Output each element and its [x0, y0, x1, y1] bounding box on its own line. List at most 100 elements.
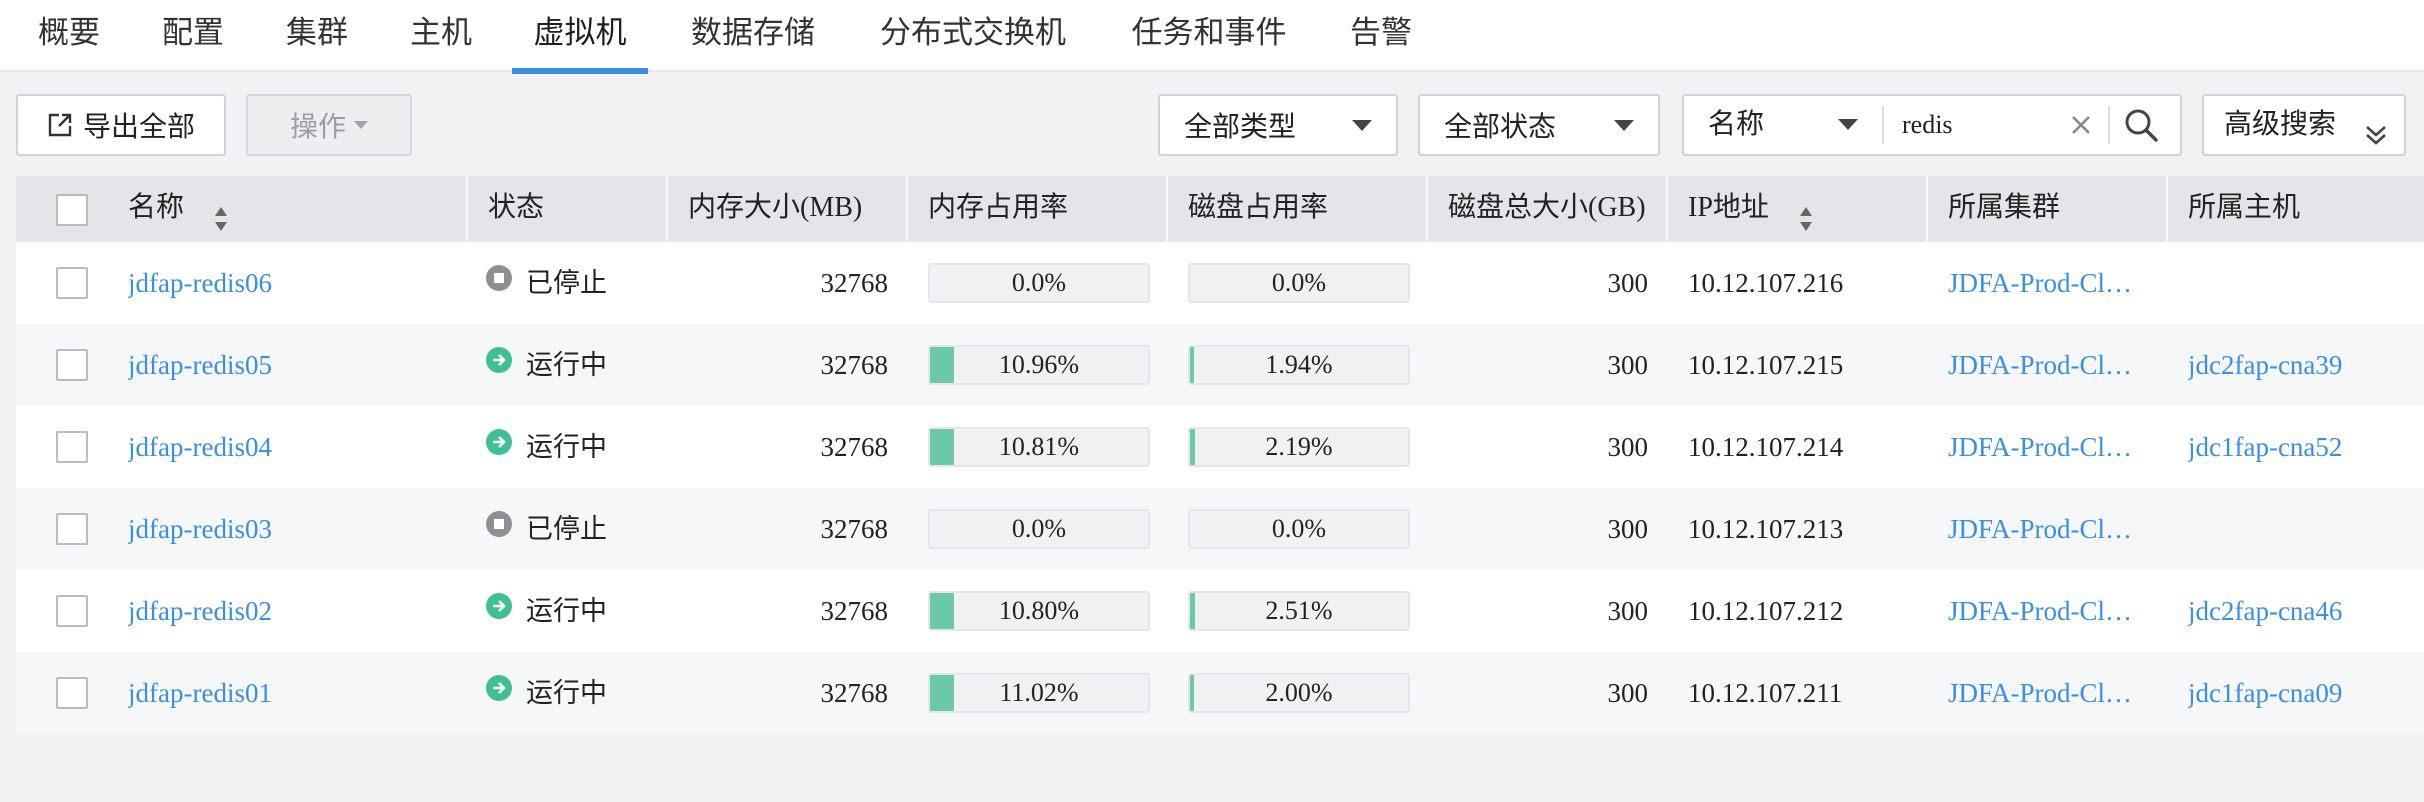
disk-usage-bar: 1.94%: [1188, 345, 1410, 385]
search-field-value: 名称: [1708, 109, 1765, 140]
row-checkbox[interactable]: [56, 431, 88, 463]
select-all-checkbox[interactable]: [56, 194, 88, 226]
vm-name-link[interactable]: jdfap-redis03: [128, 514, 272, 544]
table-row[interactable]: jdfap-redis02 运行中 32768 10.80% 2.51% 300 10.12…: [16, 570, 2424, 652]
vm-disk-total: 300: [1607, 514, 1649, 544]
search-field-select[interactable]: 名称: [1684, 96, 1884, 154]
search-input[interactable]: [1902, 104, 2082, 146]
vm-cluster-link[interactable]: JDFA-Prod-Cl…: [1948, 350, 2133, 380]
tab-overview[interactable]: 概要: [38, 15, 100, 50]
disk-usage-bar-fill: [1190, 347, 1195, 383]
vm-host-link[interactable]: jdc1fap-cna09: [2188, 678, 2343, 708]
vm-name-link[interactable]: jdfap-redis04: [128, 432, 272, 462]
vm-host-link[interactable]: [2188, 242, 2418, 324]
tab-datastores[interactable]: 数据存储: [691, 15, 815, 50]
tab-hosts[interactable]: 主机: [410, 15, 472, 50]
vm-memory: 32768: [820, 432, 889, 462]
close-icon[interactable]: [2066, 110, 2096, 140]
memory-usage-bar-fill: [930, 347, 954, 383]
tab-bar: 概要 配置 集群 主机 虚拟机 数据存储 分布式交换机 任务和事件 告警: [0, 0, 2424, 74]
chevron-down-icon: [1352, 120, 1372, 131]
tab-tasks-events[interactable]: 任务和事件: [1131, 15, 1287, 50]
column-header-name[interactable]: 名称: [108, 176, 482, 242]
vm-cluster-link[interactable]: JDFA-Prod-Cl…: [1948, 678, 2133, 708]
table-row[interactable]: jdfap-redis03 已停止 32768 0.0% 0.0% 300 10.12.10…: [16, 488, 2424, 570]
column-header-mem-usage: 内存占用率: [906, 176, 1166, 242]
vm-memory: 32768: [820, 596, 889, 626]
vm-ip: 10.12.107.214: [1688, 432, 1844, 462]
table-row[interactable]: jdfap-redis05 运行中 32768 10.96% 1.94% 300 10.12…: [16, 324, 2424, 406]
vm-disk-total: 300: [1607, 350, 1649, 380]
memory-usage-bar: 10.81%: [928, 427, 1150, 467]
tab-distributed-switch[interactable]: 分布式交换机: [880, 15, 1066, 50]
table-body: jdfap-redis06 已停止 32768 0.0% 0.0% 300 10.12.10…: [16, 242, 2424, 734]
column-header-ip[interactable]: IP地址: [1666, 176, 1926, 242]
vm-disk-total: 300: [1607, 432, 1649, 462]
vm-name-link[interactable]: jdfap-redis05: [128, 350, 272, 380]
status-filter-select[interactable]: 全部状态: [1418, 94, 1660, 156]
row-checkbox[interactable]: [56, 513, 88, 545]
vm-host-link[interactable]: jdc1fap-cna52: [2188, 432, 2343, 462]
vm-status: 已停止: [486, 488, 656, 570]
search-icon[interactable]: [2122, 106, 2160, 144]
vm-cluster-link[interactable]: JDFA-Prod-Cl…: [1948, 596, 2133, 626]
running-status-icon: [486, 428, 512, 455]
disk-usage-value: 2.19%: [1265, 432, 1333, 461]
table-row[interactable]: jdfap-redis01 运行中 32768 11.02% 2.00% 300 10.12…: [16, 652, 2424, 734]
vm-disk-total: 300: [1607, 268, 1649, 298]
table-row[interactable]: jdfap-redis04 运行中 32768 10.81% 2.19% 300 10.12…: [16, 406, 2424, 488]
type-filter-select[interactable]: 全部类型: [1158, 94, 1398, 156]
vm-host-link[interactable]: jdc2fap-cna39: [2188, 350, 2343, 380]
memory-usage-bar: 10.96%: [928, 345, 1150, 385]
divider: [2108, 106, 2110, 144]
memory-usage-value: 0.0%: [1011, 514, 1067, 543]
export-icon: [47, 112, 73, 138]
vm-status: 运行中: [486, 652, 656, 734]
export-all-button[interactable]: 导出全部: [16, 94, 226, 156]
vm-name-link[interactable]: jdfap-redis06: [128, 268, 272, 298]
actions-button[interactable]: 操作: [246, 94, 412, 156]
vm-host-link[interactable]: [2188, 488, 2418, 570]
column-header-status: 状态: [466, 176, 666, 242]
row-checkbox[interactable]: [56, 595, 88, 627]
tab-vms[interactable]: 虚拟机: [512, 0, 648, 74]
vm-name-link[interactable]: jdfap-redis01: [128, 678, 272, 708]
sort-icon[interactable]: [1798, 193, 1814, 231]
type-filter-value: 全部类型: [1184, 112, 1297, 143]
vm-table: 名称 状态 内存大小(MB) 内存占用率 磁盘占用率 磁盘总大小(GB) IP地…: [16, 176, 2424, 734]
memory-usage-bar: 10.80%: [928, 591, 1150, 631]
vm-cluster-link[interactable]: JDFA-Prod-Cl…: [1948, 432, 2133, 462]
vm-cluster-link[interactable]: JDFA-Prod-Cl…: [1948, 514, 2133, 544]
toolbar: 导出全部 操作 全部类型 全部状态 名称 高级搜索: [0, 74, 2424, 176]
vm-status-label: 运行中: [526, 432, 607, 462]
vm-memory: 32768: [820, 514, 889, 544]
row-checkbox[interactable]: [56, 349, 88, 381]
sort-icon[interactable]: [213, 193, 229, 231]
disk-usage-bar: 2.00%: [1188, 673, 1410, 713]
tab-clusters[interactable]: 集群: [286, 15, 348, 50]
vm-host-link[interactable]: jdc2fap-cna46: [2188, 596, 2343, 626]
tab-config[interactable]: 配置: [162, 15, 224, 50]
disk-usage-bar: 0.0%: [1188, 509, 1410, 549]
tab-alarms[interactable]: 告警: [1350, 15, 1412, 50]
row-checkbox[interactable]: [56, 267, 88, 299]
vm-cluster-link[interactable]: JDFA-Prod-Cl…: [1948, 268, 2133, 298]
vm-status: 运行中: [486, 324, 656, 406]
table-row[interactable]: jdfap-redis06 已停止 32768 0.0% 0.0% 300 10.12.10…: [16, 242, 2424, 324]
row-checkbox[interactable]: [56, 677, 88, 709]
advanced-search-button[interactable]: 高级搜索: [2202, 94, 2406, 156]
memory-usage-bar: 11.02%: [928, 673, 1150, 713]
vm-ip: 10.12.107.212: [1688, 596, 1844, 626]
divider: [1882, 106, 1884, 144]
actions-label: 操作: [289, 112, 346, 143]
memory-usage-bar: 0.0%: [928, 509, 1150, 549]
vm-name-link[interactable]: jdfap-redis02: [128, 596, 272, 626]
memory-usage-bar-fill: [930, 675, 955, 711]
column-header-disk-total: 磁盘总大小(GB): [1426, 176, 1666, 242]
stopped-status-icon: [486, 264, 512, 291]
stopped-status-icon: [486, 510, 512, 537]
chevron-down-icon: [1614, 120, 1634, 131]
double-chevron-down-icon: [2362, 112, 2390, 145]
vm-status: 已停止: [486, 242, 656, 324]
disk-usage-value: 2.51%: [1265, 596, 1333, 625]
